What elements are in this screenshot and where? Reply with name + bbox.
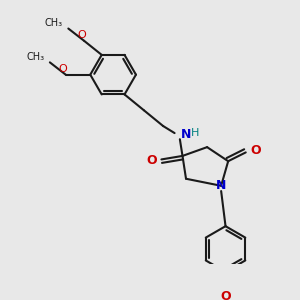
Text: CH₃: CH₃ — [45, 18, 63, 28]
Text: H: H — [191, 128, 200, 138]
Text: N: N — [181, 128, 191, 141]
Text: O: O — [250, 144, 261, 157]
Text: O: O — [77, 30, 86, 40]
Text: CH₃: CH₃ — [26, 52, 45, 62]
Text: O: O — [146, 154, 157, 167]
Text: O: O — [220, 290, 231, 300]
Text: N: N — [216, 179, 226, 192]
Text: O: O — [59, 64, 68, 74]
